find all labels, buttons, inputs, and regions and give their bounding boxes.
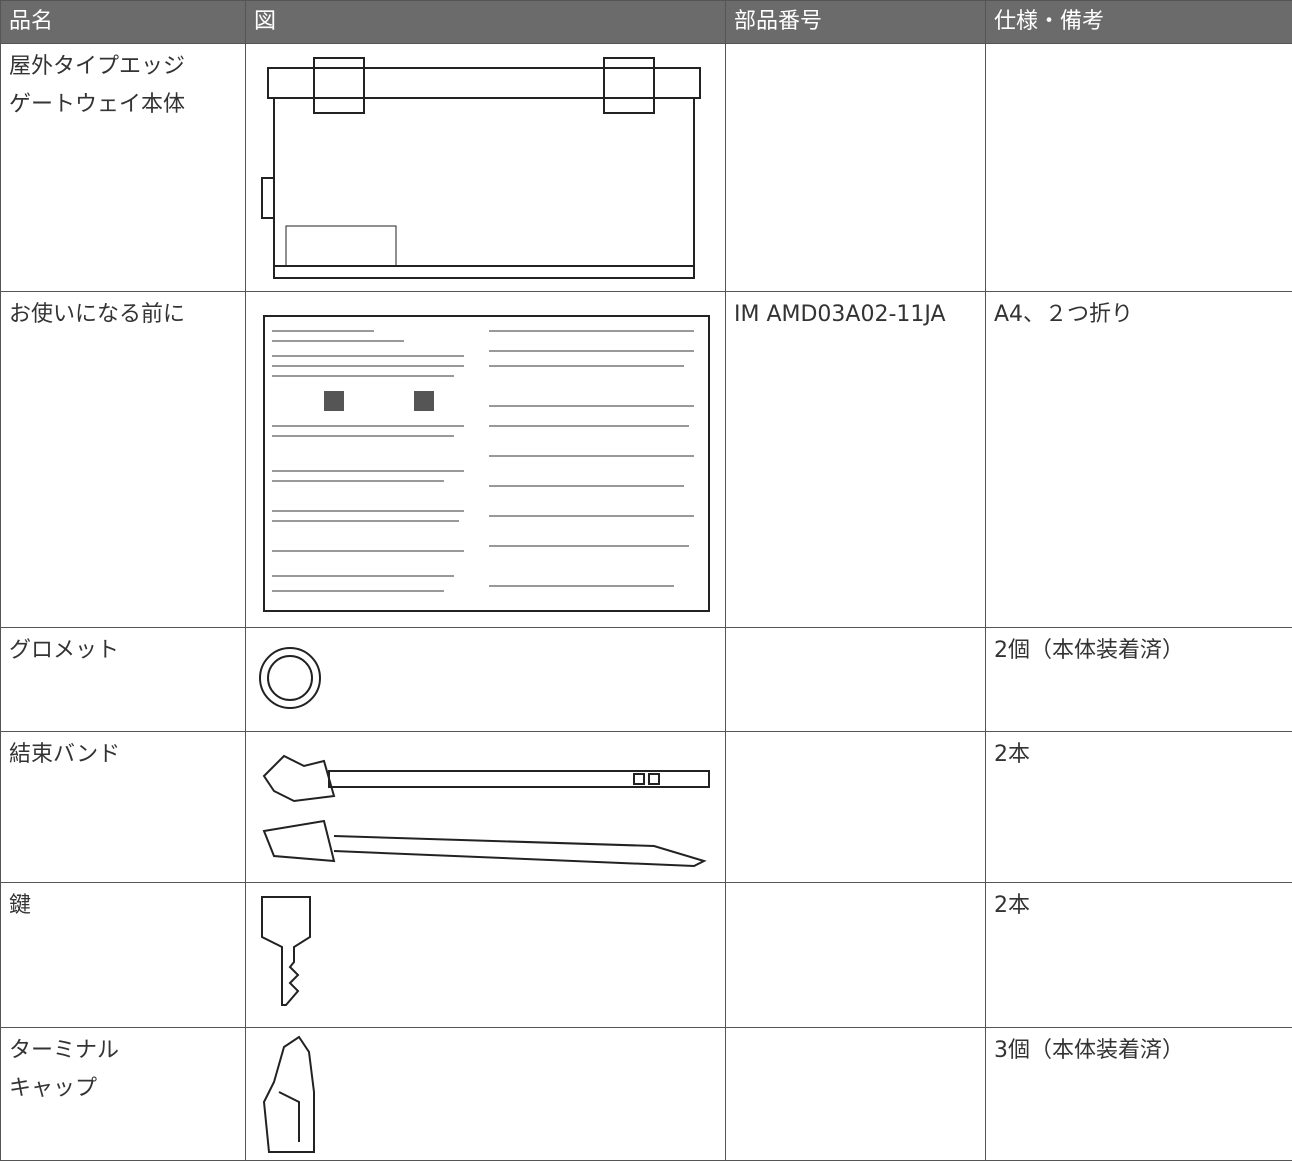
- header: 品名: [0, 0, 246, 44]
- header: 仕様・備考: [985, 0, 1292, 44]
- name: お使いになる前に: [0, 291, 246, 628]
- cable-tie-drawing: [262, 754, 710, 868]
- name-line: 鍵: [9, 893, 32, 918]
- name: 鍵: [0, 882, 246, 1028]
- name: 屋外タイプエッジ ゲートウェイ本体: [0, 43, 246, 292]
- part-number: [725, 627, 986, 732]
- key-drawing: [261, 896, 311, 1006]
- gateway-drawing: [261, 57, 701, 279]
- name-line: ターミナル: [9, 1038, 120, 1063]
- header-row: 品名 図 部品番号 仕様・備考: [0, 0, 1292, 44]
- grommet-drawing: [259, 647, 321, 709]
- name-line: お使いになる前に: [9, 302, 186, 327]
- part-number: [725, 1027, 986, 1161]
- row: 屋外タイプエッジ ゲートウェイ本体: [0, 43, 1292, 292]
- spec: 2個（本体装着済）: [985, 627, 1292, 732]
- spec: 2本: [985, 882, 1292, 1028]
- part-number: [725, 731, 986, 883]
- spec: 2本: [985, 731, 1292, 883]
- header: 図: [245, 0, 726, 44]
- row: お使いになる前に IM AMD03A02-11JA A4、２つ折り: [0, 291, 1292, 628]
- name-line: 結束バンド: [9, 742, 121, 767]
- name: グロメット: [0, 627, 246, 732]
- name-line: ゲートウェイ本体: [9, 92, 186, 117]
- row: 鍵 2本: [0, 882, 1292, 1028]
- figure: [245, 627, 726, 732]
- figure: [245, 43, 726, 292]
- figure: [245, 291, 726, 628]
- spec: 3個（本体装着済）: [985, 1027, 1292, 1161]
- row: ターミナルキャップ 3個（本体装着済）: [0, 1027, 1292, 1161]
- part-number: [725, 882, 986, 1028]
- terminal-cap-drawing: [262, 1035, 315, 1153]
- part-number: [725, 43, 986, 292]
- row: グロメット 2個（本体装着済）: [0, 627, 1292, 732]
- figure: [245, 882, 726, 1028]
- figure: [245, 731, 726, 883]
- name: ターミナル キャップ: [0, 1027, 246, 1161]
- spec: [985, 43, 1292, 292]
- name: 結束バンド: [0, 731, 246, 883]
- name-line: 屋外タイプエッジ: [9, 54, 186, 79]
- spec: A4、２つ折り: [985, 291, 1292, 628]
- row: 結束バンド 2本: [0, 731, 1292, 883]
- part-number: IM AMD03A02-11JA: [725, 291, 986, 628]
- header: 部品番号: [725, 0, 986, 44]
- manual-drawing: [263, 315, 710, 612]
- name-line: キャップ: [9, 1076, 98, 1101]
- name-line: グロメット: [9, 638, 120, 663]
- figure: [245, 1027, 726, 1161]
